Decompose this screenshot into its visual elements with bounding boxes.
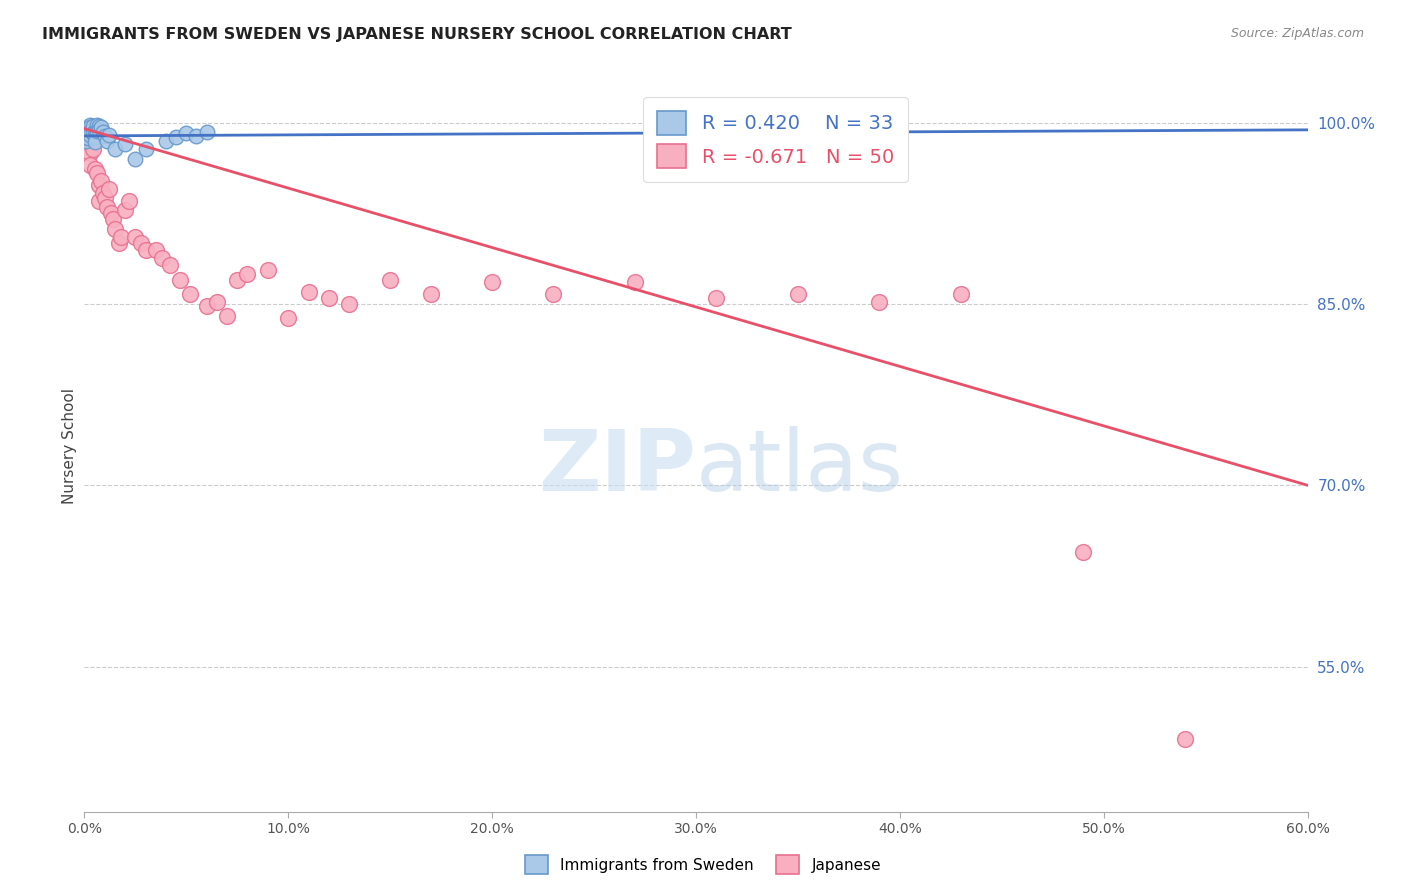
Point [217, 309, 239, 323]
Point [97, 182, 120, 196]
Point [79, 145, 101, 160]
Point [75, 130, 97, 145]
Point [77, 125, 100, 139]
Point [77, 130, 100, 145]
Point [101, 212, 124, 227]
Point [195, 299, 218, 313]
Point [100, 206, 122, 220]
Point [118, 194, 141, 209]
Point [87, 123, 110, 137]
Point [195, 125, 218, 139]
Point [83, 135, 105, 149]
Point [96, 134, 118, 148]
Point [380, 273, 402, 287]
Point [77, 121, 100, 136]
Point [124, 152, 146, 166]
Point [869, 294, 891, 309]
Point [135, 243, 157, 257]
Point [104, 142, 127, 156]
Point [150, 251, 173, 265]
Point [87, 194, 110, 209]
Point [79, 118, 101, 132]
Point [82, 142, 104, 156]
Point [90, 120, 112, 135]
Point [787, 287, 810, 301]
Point [706, 291, 728, 305]
Point [298, 285, 321, 299]
Point [86, 124, 108, 138]
Point [179, 287, 201, 301]
Point [96, 200, 118, 214]
Point [155, 134, 177, 148]
Point [950, 287, 973, 301]
Point [87, 178, 110, 193]
Point [104, 222, 127, 236]
Point [236, 267, 259, 281]
Point [174, 127, 197, 141]
Point [318, 291, 340, 305]
Point [87, 120, 110, 134]
Legend: R = 0.420    N = 33, R = -0.671   N = 50: R = 0.420 N = 33, R = -0.671 N = 50 [644, 97, 908, 182]
Point [97, 128, 120, 142]
Point [91, 125, 114, 139]
Point [82, 120, 104, 134]
Point [169, 273, 191, 287]
Point [82, 127, 104, 141]
Point [205, 294, 228, 309]
Point [1073, 545, 1095, 559]
Point [114, 137, 136, 152]
Point [79, 128, 101, 142]
Point [86, 166, 108, 180]
Point [93, 128, 115, 143]
Legend: Immigrants from Sweden, Japanese: Immigrants from Sweden, Japanese [519, 849, 887, 880]
Text: IMMIGRANTS FROM SWEDEN VS JAPANESE NURSERY SCHOOL CORRELATION CHART: IMMIGRANTS FROM SWEDEN VS JAPANESE NURSE… [42, 27, 792, 42]
Point [226, 273, 249, 287]
Point [91, 186, 114, 200]
Point [624, 275, 647, 289]
Point [93, 190, 115, 204]
Point [145, 243, 167, 257]
Text: atlas: atlas [696, 426, 904, 509]
Point [131, 236, 153, 251]
Text: ZIP: ZIP [538, 426, 696, 509]
Point [75, 128, 97, 142]
Point [77, 131, 100, 145]
Point [86, 118, 108, 132]
Point [481, 275, 503, 289]
Point [83, 125, 105, 139]
Point [90, 173, 112, 187]
Point [159, 258, 181, 272]
Point [186, 128, 208, 143]
Point [165, 130, 187, 145]
Point [1174, 732, 1197, 747]
Y-axis label: Nursery School: Nursery School [62, 388, 77, 504]
Point [75, 134, 97, 148]
Point [124, 230, 146, 244]
Point [114, 202, 136, 217]
Point [83, 161, 105, 176]
Text: Source: ZipAtlas.com: Source: ZipAtlas.com [1230, 27, 1364, 40]
Point [420, 287, 443, 301]
Point [75, 128, 97, 142]
Point [110, 230, 132, 244]
Point [135, 142, 157, 156]
Point [257, 263, 280, 277]
Point [79, 120, 101, 135]
Point [83, 130, 105, 145]
Point [79, 124, 101, 138]
Point [79, 158, 101, 172]
Point [339, 297, 361, 311]
Point [277, 311, 299, 326]
Point [543, 287, 565, 301]
Point [108, 236, 131, 251]
